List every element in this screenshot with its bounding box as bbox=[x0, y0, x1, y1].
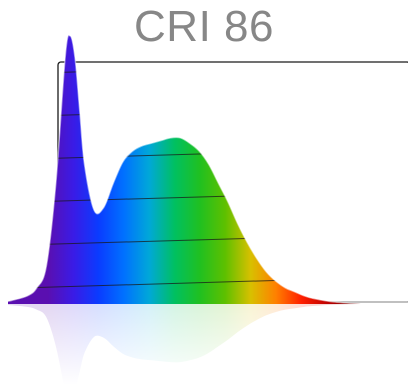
grid-line bbox=[8, 61, 362, 75]
chart-title: CRI 86 bbox=[134, 2, 274, 51]
spectrum-fill bbox=[8, 35, 362, 304]
spectrum-curve-outline bbox=[7, 34, 363, 305]
